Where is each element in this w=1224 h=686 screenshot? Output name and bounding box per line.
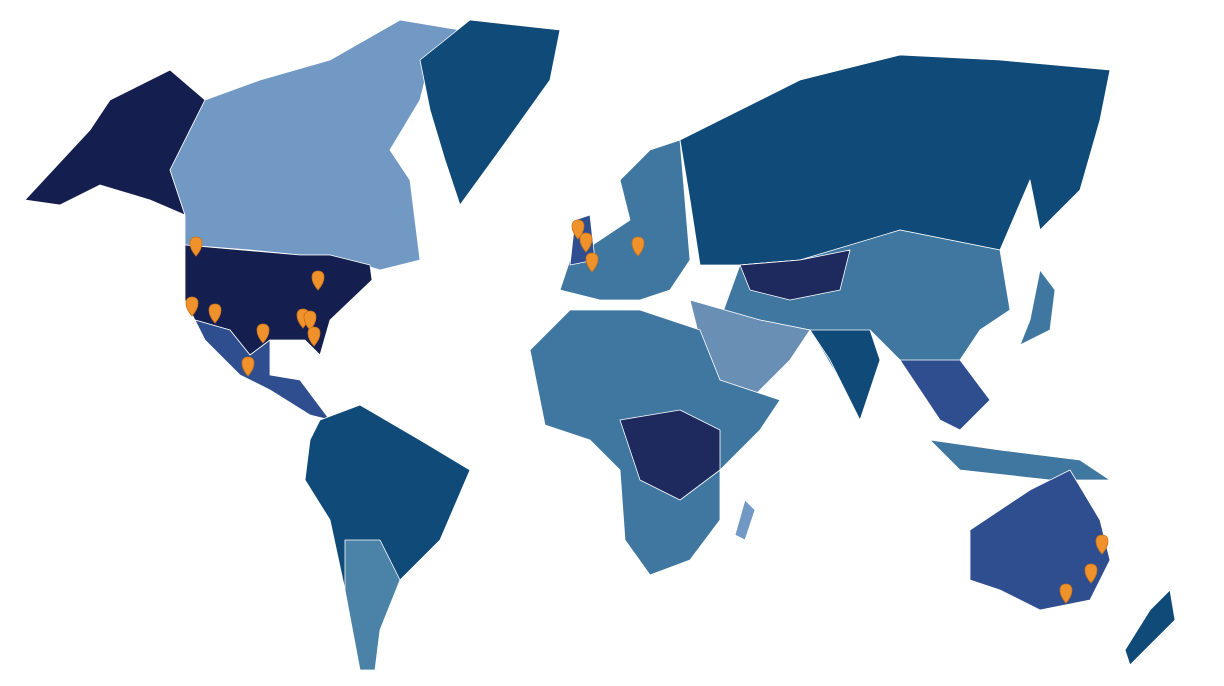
pin — [631, 236, 645, 257]
mexico-central-america — [194, 319, 331, 421]
pin — [1095, 534, 1109, 555]
south-america — [304, 404, 471, 671]
pin — [1059, 583, 1073, 604]
kazakhstan — [739, 249, 851, 301]
central-africa — [619, 409, 721, 501]
argentina — [344, 539, 401, 671]
indonesia — [929, 439, 1111, 481]
india — [809, 329, 881, 421]
pin — [185, 296, 199, 317]
australia — [969, 469, 1111, 611]
pin — [311, 270, 325, 291]
pin — [189, 236, 203, 257]
southeast-asia — [899, 359, 991, 431]
pin — [241, 356, 255, 377]
pin — [571, 219, 585, 240]
pin — [1084, 563, 1098, 584]
pin — [208, 303, 222, 324]
new-zealand — [1124, 589, 1176, 666]
pin — [256, 323, 270, 344]
pin — [585, 252, 599, 273]
pin — [307, 326, 321, 347]
countries — [24, 19, 1176, 671]
japan — [1019, 269, 1056, 346]
madagascar — [734, 499, 756, 541]
pin — [303, 310, 317, 331]
canada — [169, 19, 461, 271]
greenland — [419, 19, 561, 206]
pin — [579, 232, 593, 253]
location-pins — [185, 219, 1109, 604]
